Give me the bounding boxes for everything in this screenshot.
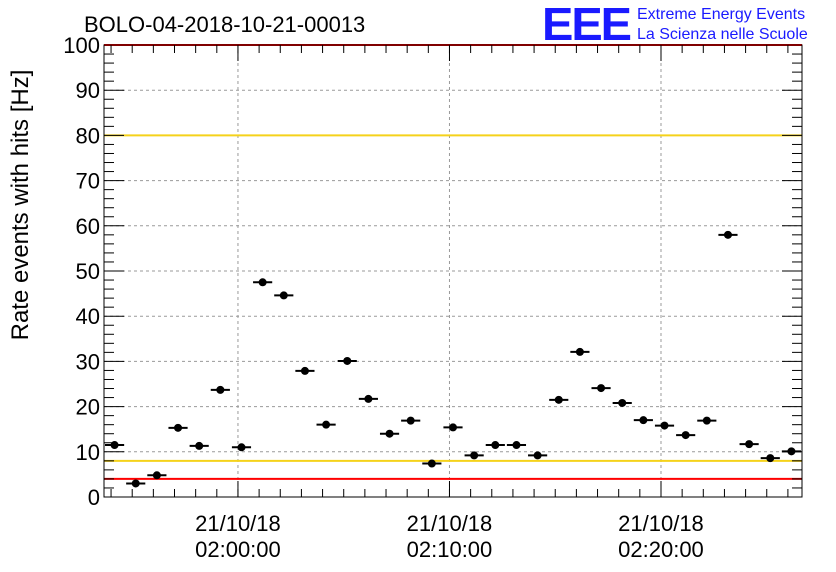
axis-ticks [104, 44, 802, 498]
data-point [152, 471, 161, 480]
data-point [533, 451, 542, 460]
data-point [554, 395, 563, 404]
data-point [131, 479, 140, 488]
data-point [216, 385, 225, 394]
data-point [406, 416, 415, 425]
y-tick-label: 100 [63, 33, 100, 58]
y-tick-label: 0 [88, 485, 100, 510]
data-point [681, 431, 690, 440]
x-tick-label-time: 02:00:00 [195, 537, 281, 562]
data-point [449, 423, 457, 432]
y-tick-label: 90 [76, 78, 100, 103]
data-point [470, 451, 479, 460]
logo-line-1: Extreme Energy Events [637, 6, 805, 23]
logo-line-2: La Scienza nelle Scuole [637, 26, 808, 43]
data-point [723, 230, 732, 239]
y-tick-label: 50 [76, 259, 100, 284]
y-tick-labels: 0 10 20 30 40 50 60 70 80 90 100 [63, 33, 100, 510]
data-point [174, 423, 183, 432]
x-tick-label-time: 02:20:00 [618, 537, 704, 562]
data-point [258, 278, 267, 287]
y-tick-label: 70 [76, 169, 100, 194]
data-point [639, 416, 648, 425]
y-tick-label: 20 [76, 395, 100, 420]
logo-mark: EEE [542, 0, 630, 50]
data-point [766, 454, 775, 463]
x-tick-labels: 21/10/1802:00:0021/10/1802:10:0021/10/18… [195, 511, 704, 562]
y-tick-label: 80 [76, 123, 100, 148]
data-point [279, 291, 288, 300]
x-tick-label-date: 21/10/18 [618, 511, 704, 536]
data-point [322, 420, 331, 429]
data-point [300, 366, 309, 375]
data-point [618, 398, 627, 407]
x-tick-label-time: 02:10:00 [407, 537, 493, 562]
y-tick-label: 30 [76, 349, 100, 374]
x-tick-label-date: 21/10/18 [195, 511, 281, 536]
data-point [110, 441, 119, 450]
data-point [364, 394, 373, 403]
data-point [491, 441, 500, 450]
data-point [660, 421, 669, 430]
data-point [512, 441, 521, 450]
data-points [105, 230, 801, 488]
data-point [343, 356, 352, 365]
data-point [575, 347, 584, 356]
data-point [195, 441, 204, 450]
data-point [427, 459, 436, 468]
y-tick-label: 10 [76, 440, 100, 465]
y-tick-label: 60 [76, 214, 100, 239]
chart-title: BOLO-04-2018-10-21-00013 [84, 12, 365, 37]
data-point [702, 416, 711, 425]
data-point [385, 429, 394, 438]
data-point [237, 443, 246, 452]
eee-logo: EEE Extreme Energy Events La Scienza nel… [542, 0, 808, 50]
data-point [787, 447, 796, 456]
plot-frame [103, 44, 803, 498]
x-tick-label-date: 21/10/18 [407, 511, 493, 536]
data-point [597, 384, 606, 393]
y-axis-label: Rate events with hits [Hz] [7, 70, 34, 341]
data-point [745, 440, 754, 449]
y-tick-label: 40 [76, 304, 100, 329]
